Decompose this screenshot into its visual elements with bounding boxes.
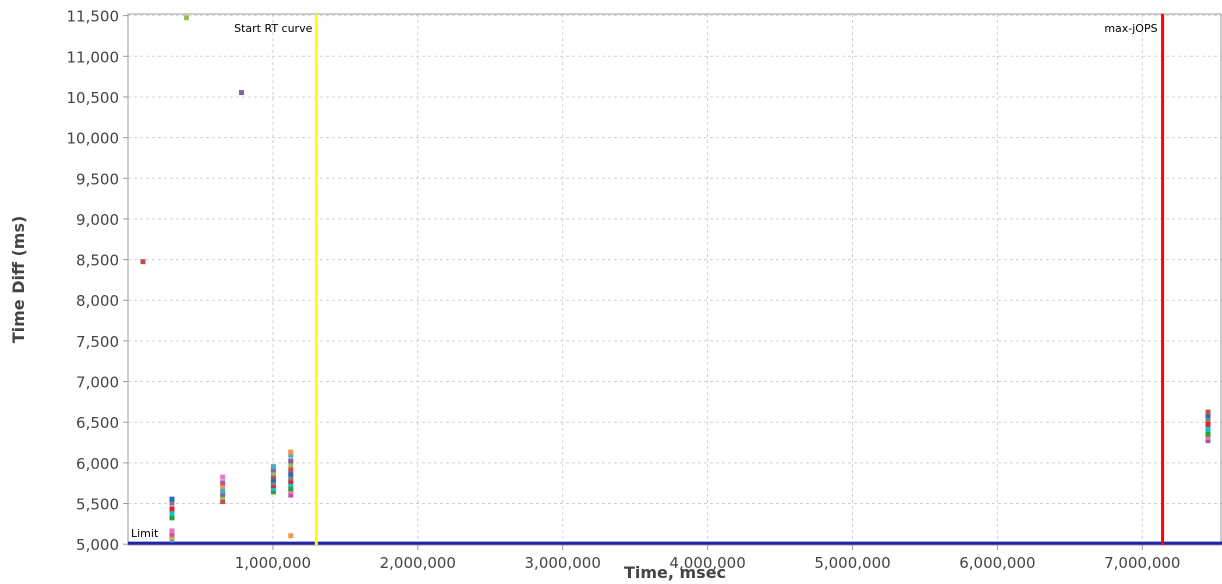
data-point bbox=[220, 483, 226, 489]
data-point bbox=[288, 458, 294, 464]
y-tick-label: 9,500 bbox=[76, 170, 119, 188]
data-point bbox=[270, 473, 276, 479]
y-tick-label: 10,500 bbox=[67, 89, 120, 107]
data-point bbox=[1205, 434, 1211, 440]
data-point bbox=[1205, 409, 1211, 415]
data-point bbox=[270, 477, 276, 483]
data-point bbox=[1205, 416, 1211, 422]
y-tick-label: 5,500 bbox=[76, 496, 119, 514]
y-tick-label: 6,000 bbox=[76, 455, 119, 473]
data-point bbox=[288, 471, 294, 477]
data-point bbox=[220, 495, 226, 501]
data-point bbox=[288, 452, 294, 458]
data-point bbox=[169, 500, 175, 506]
data-point bbox=[169, 515, 175, 521]
data-point bbox=[288, 492, 294, 498]
y-tick-label: 5,000 bbox=[76, 536, 119, 554]
marker-label: Start RT curve bbox=[234, 22, 312, 35]
y-axis-title: Time Diff (ms) bbox=[9, 216, 28, 344]
data-point bbox=[270, 489, 276, 495]
y-tick-label: 11,000 bbox=[67, 48, 120, 66]
data-point bbox=[270, 486, 276, 492]
y-tick-label: 10,000 bbox=[67, 130, 120, 148]
x-tick-label: 6,000,000 bbox=[959, 554, 1035, 572]
data-point bbox=[169, 506, 175, 512]
data-point bbox=[288, 478, 294, 484]
y-tick-label: 6,500 bbox=[76, 414, 119, 432]
plot-area bbox=[127, 13, 1222, 546]
data-point bbox=[288, 475, 294, 481]
limit-label: Limit bbox=[131, 527, 159, 540]
y-tick-label: 7,000 bbox=[76, 374, 119, 392]
data-point bbox=[1205, 421, 1211, 427]
data-point bbox=[169, 496, 175, 502]
data-point bbox=[183, 15, 189, 21]
x-tick-label: 2,000,000 bbox=[380, 554, 456, 572]
data-points bbox=[140, 15, 1211, 543]
data-point bbox=[288, 449, 294, 455]
data-point bbox=[220, 499, 226, 505]
y-tick-label: 8,000 bbox=[76, 292, 119, 310]
data-point bbox=[270, 470, 276, 476]
y-tick-label: 9,000 bbox=[76, 211, 119, 229]
data-point bbox=[288, 486, 294, 492]
y-tick-label: 7,500 bbox=[76, 333, 119, 351]
data-point bbox=[288, 462, 294, 468]
data-point bbox=[270, 480, 276, 486]
data-point bbox=[1205, 426, 1211, 432]
data-point bbox=[270, 467, 276, 473]
data-point bbox=[140, 259, 146, 265]
data-point bbox=[288, 467, 294, 473]
data-point bbox=[1205, 431, 1211, 437]
x-axis-title: Time, msec bbox=[624, 563, 726, 582]
x-tick-label: 4,000,000 bbox=[669, 554, 745, 572]
data-point bbox=[288, 489, 294, 495]
x-tick-label: 5,000,000 bbox=[814, 554, 890, 572]
data-point bbox=[1205, 438, 1211, 444]
x-axis-ticks: 1,000,000 2,000,000 3,000,000 4,000,000 5,00… bbox=[235, 545, 1180, 572]
x-tick-label: 3,000,000 bbox=[525, 554, 601, 572]
data-point bbox=[169, 534, 175, 540]
grid-lines bbox=[128, 14, 1222, 545]
data-point bbox=[220, 480, 226, 486]
data-point bbox=[169, 531, 175, 537]
y-tick-label: 11,500 bbox=[67, 8, 120, 26]
y-axis-ticks: 5,000 5,500 6,000 6,500 7,000 7,500 8,000 8,500… bbox=[67, 8, 128, 554]
data-point bbox=[169, 528, 175, 534]
data-point bbox=[169, 511, 175, 517]
data-point bbox=[288, 482, 294, 488]
x-tick-label: 7,000,000 bbox=[1104, 554, 1180, 572]
data-point bbox=[220, 474, 226, 480]
data-point bbox=[270, 464, 276, 470]
marker-lines: Limit Start RT curve max-jOPS bbox=[128, 14, 1222, 545]
marker-label: max-jOPS bbox=[1104, 22, 1157, 35]
x-tick-label: 1,000,000 bbox=[235, 554, 311, 572]
data-point bbox=[288, 533, 294, 539]
data-point bbox=[220, 491, 226, 497]
data-point bbox=[220, 488, 226, 494]
y-tick-label: 8,500 bbox=[76, 252, 119, 270]
data-point bbox=[1205, 412, 1211, 418]
data-point bbox=[239, 90, 245, 96]
